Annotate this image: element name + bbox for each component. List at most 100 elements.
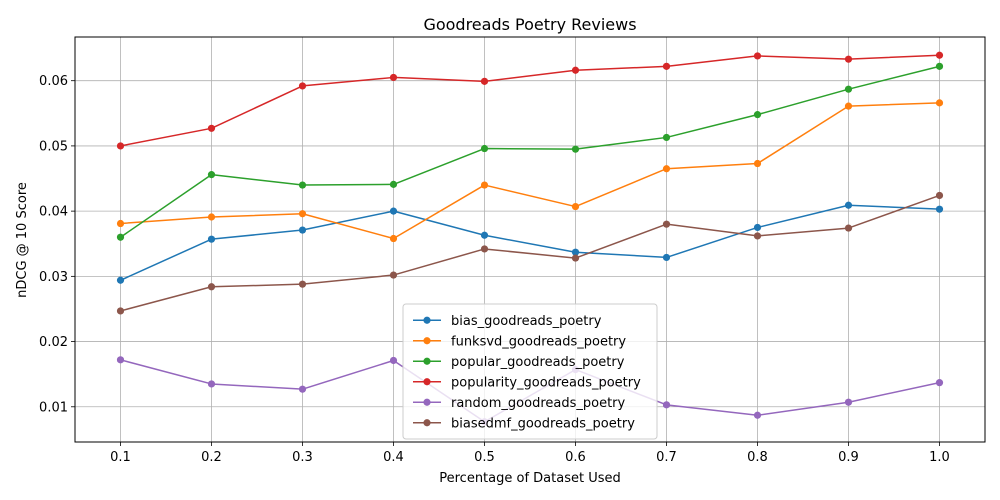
legend-swatch-marker bbox=[423, 419, 431, 427]
data-point bbox=[480, 144, 489, 153]
series-bias-goodreads-poetry bbox=[116, 201, 944, 284]
legend-item: popularity_goodreads_poetry bbox=[413, 375, 641, 390]
data-point bbox=[207, 235, 216, 243]
y-tick-label: 0.03 bbox=[39, 270, 68, 285]
series-line-bias-goodreads-poetry bbox=[120, 204, 940, 281]
series-funksvd-goodreads-poetry bbox=[116, 99, 944, 243]
data-point bbox=[753, 223, 762, 232]
x-tick-label: 0.9 bbox=[838, 450, 859, 465]
data-point bbox=[480, 245, 489, 253]
data-point bbox=[116, 142, 125, 150]
data-point bbox=[116, 233, 125, 241]
legend-label: bias_goodreads_poetry bbox=[451, 314, 602, 329]
data-point bbox=[753, 52, 762, 60]
data-point bbox=[571, 66, 580, 74]
data-point bbox=[935, 99, 944, 107]
data-point bbox=[298, 210, 307, 218]
series-line-popular-goodreads-poetry bbox=[120, 65, 940, 238]
data-point bbox=[844, 224, 853, 232]
legend-swatch-marker bbox=[423, 316, 431, 324]
y-tick-label: 0.02 bbox=[39, 335, 68, 350]
x-tick-label: 0.7 bbox=[656, 450, 677, 465]
data-point bbox=[844, 85, 853, 93]
data-point bbox=[389, 180, 398, 188]
series-popular-goodreads-poetry bbox=[116, 62, 944, 241]
data-point bbox=[480, 231, 489, 239]
data-point bbox=[935, 62, 944, 70]
x-tick-label: 0.1 bbox=[110, 450, 131, 465]
x-tick-label: 0.3 bbox=[292, 450, 313, 465]
data-point bbox=[662, 253, 671, 262]
data-point bbox=[298, 280, 307, 288]
legend-item: bias_goodreads_poetry bbox=[413, 314, 602, 329]
y-tick-label: 0.06 bbox=[39, 74, 68, 89]
data-point bbox=[116, 219, 125, 228]
data-point bbox=[207, 171, 216, 179]
data-point bbox=[480, 181, 489, 189]
data-point bbox=[662, 62, 671, 70]
legend-label: biasedmf_goodreads_poetry bbox=[451, 416, 635, 431]
legend-item: biasedmf_goodreads_poetry bbox=[413, 416, 635, 431]
y-tick-label: 0.05 bbox=[39, 139, 68, 154]
legend-item: popular_goodreads_poetry bbox=[413, 355, 625, 370]
data-point bbox=[389, 356, 398, 365]
data-point bbox=[298, 226, 307, 234]
data-point bbox=[207, 124, 216, 132]
data-point bbox=[844, 102, 853, 110]
data-point bbox=[571, 254, 580, 262]
data-point bbox=[207, 213, 216, 221]
legend-item: random_goodreads_poetry bbox=[413, 396, 626, 411]
series-biasedmf-goodreads-poetry bbox=[116, 191, 944, 315]
data-point bbox=[935, 51, 944, 59]
legend-label: random_goodreads_poetry bbox=[451, 396, 626, 411]
data-point bbox=[753, 159, 762, 168]
x-tick-label: 0.4 bbox=[383, 450, 404, 465]
series-line-biasedmf-goodreads-poetry bbox=[120, 194, 940, 312]
data-point bbox=[571, 145, 580, 153]
data-point bbox=[207, 283, 216, 291]
legend-label: popular_goodreads_poetry bbox=[451, 355, 625, 370]
data-point bbox=[753, 111, 762, 119]
data-point bbox=[389, 271, 398, 279]
legend-label: popularity_goodreads_poetry bbox=[451, 375, 641, 390]
data-point bbox=[662, 401, 671, 409]
x-tick-label: 1.0 bbox=[929, 450, 950, 465]
series-line-popularity-goodreads-poetry bbox=[120, 54, 940, 147]
legend-swatch-marker bbox=[423, 398, 431, 406]
data-point bbox=[753, 232, 762, 240]
data-point bbox=[844, 201, 853, 209]
x-tick-label: 0.2 bbox=[201, 450, 222, 465]
y-tick-label: 0.04 bbox=[39, 205, 68, 220]
legend-swatch-marker bbox=[423, 337, 431, 345]
x-tick-label: 0.5 bbox=[474, 450, 495, 465]
y-axis-label: nDCG @ 10 Score bbox=[15, 182, 30, 298]
data-point bbox=[571, 202, 580, 211]
data-point bbox=[662, 220, 671, 228]
data-point bbox=[298, 181, 307, 189]
data-point bbox=[935, 379, 944, 387]
y-axis: 0.01 0.02 0.03 0.04 0.05 0.06 bbox=[39, 74, 75, 415]
data-point bbox=[662, 165, 671, 173]
data-point bbox=[389, 207, 398, 215]
data-point bbox=[207, 380, 216, 388]
data-point bbox=[935, 191, 944, 200]
chart-title: Goodreads Poetry Reviews bbox=[423, 15, 636, 34]
legend-frame bbox=[402, 303, 658, 440]
data-point bbox=[298, 82, 307, 90]
data-point bbox=[480, 77, 489, 85]
data-point bbox=[935, 205, 944, 213]
legend-label: funksvd_goodreads_poetry bbox=[451, 334, 626, 349]
data-point bbox=[298, 385, 307, 393]
legend-swatch-marker bbox=[423, 378, 431, 386]
data-point bbox=[116, 307, 125, 315]
x-tick-label: 0.8 bbox=[747, 450, 768, 465]
data-point bbox=[389, 234, 398, 243]
x-axis-label: Percentage of Dataset Used bbox=[439, 471, 621, 486]
data-point bbox=[844, 398, 853, 406]
legend-swatch-marker bbox=[423, 357, 431, 365]
series-popularity-goodreads-poetry bbox=[116, 51, 944, 150]
data-point bbox=[116, 356, 125, 364]
data-point bbox=[116, 276, 125, 284]
